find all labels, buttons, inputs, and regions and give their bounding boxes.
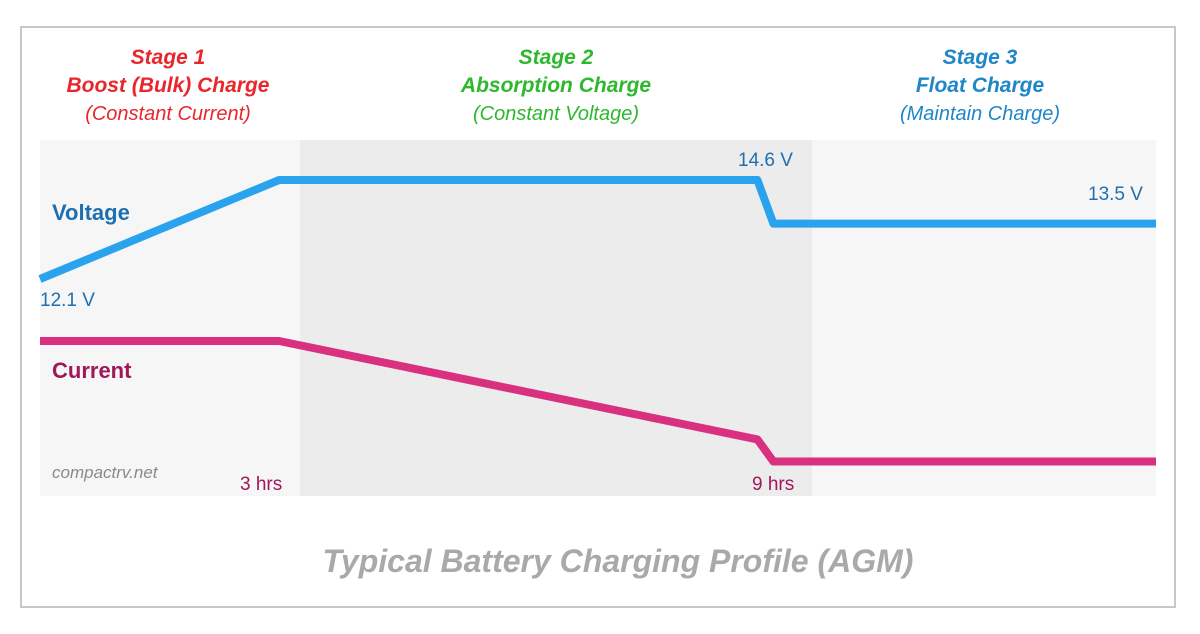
chart-caption: Typical Battery Charging Profile (AGM) xyxy=(322,543,914,579)
stage-1-name: Boost (Bulk) Charge xyxy=(66,74,270,97)
stage-1-number: Stage 1 xyxy=(130,46,206,69)
time-3hrs-label: 3 hrs xyxy=(240,474,282,495)
voltage-absorption-label: 14.6 V xyxy=(738,150,793,171)
voltage-series-line xyxy=(38,176,1156,283)
time-9hrs-label: 9 hrs xyxy=(752,474,794,495)
watermark-text: compactrv.net xyxy=(52,463,159,482)
voltage-start-label: 12.1 V xyxy=(40,290,95,311)
stage-1-header: Stage 1 Boost (Bulk) Charge (Constant Cu… xyxy=(28,44,308,128)
current-series-line xyxy=(40,337,1156,466)
stage-3-header: Stage 3 Float Charge (Maintain Charge) xyxy=(840,44,1120,128)
current-series-label: Current xyxy=(52,358,132,383)
stage-2-header: Stage 2 Absorption Charge (Constant Volt… xyxy=(416,44,696,128)
stage-2-number: Stage 2 xyxy=(518,46,594,69)
voltage-float-label: 13.5 V xyxy=(1088,184,1143,205)
stage-1-band xyxy=(40,140,300,496)
stage-2-band xyxy=(300,140,812,496)
stage-3-name: Float Charge xyxy=(915,74,1045,97)
stage-2-subtitle: (Constant Voltage) xyxy=(472,103,639,125)
voltage-series-label: Voltage xyxy=(52,200,130,225)
stage-2-name: Absorption Charge xyxy=(460,74,652,97)
stage-3-band xyxy=(812,140,1156,496)
stage-3-subtitle: (Maintain Charge) xyxy=(899,103,1061,125)
stage-1-subtitle: (Constant Current) xyxy=(85,103,251,125)
stage-3-number: Stage 3 xyxy=(942,46,1018,69)
